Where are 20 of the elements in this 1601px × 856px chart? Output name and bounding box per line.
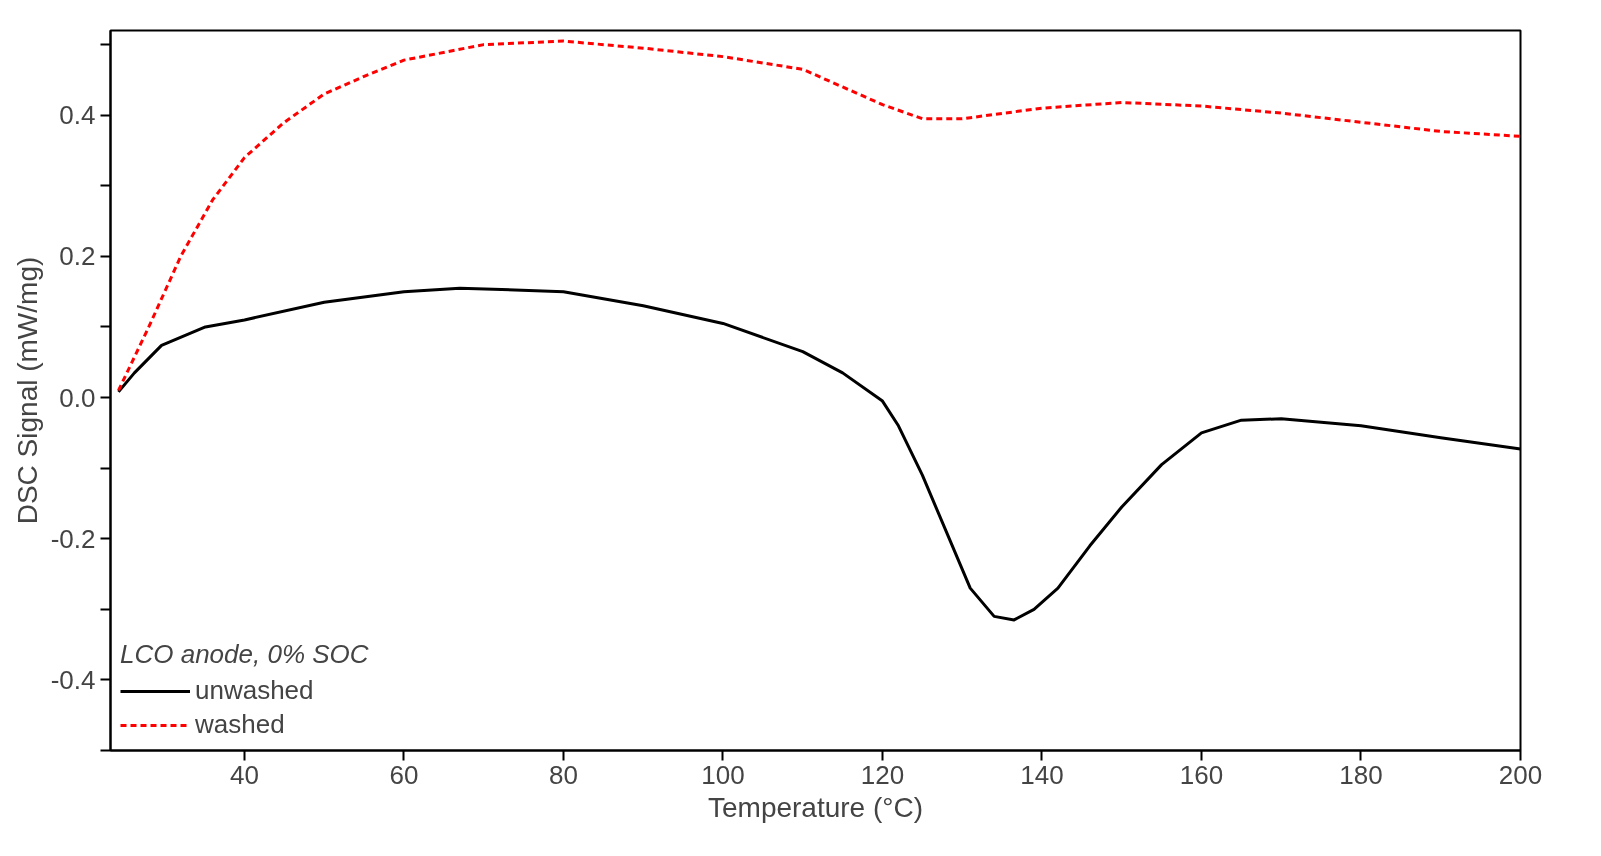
x-tick-label: 160 [1179, 759, 1224, 790]
legend-title: LCO anode, 0% SOC [120, 639, 369, 670]
x-tick-label: 100 [701, 759, 745, 790]
line-series [116, 39, 1521, 392]
x-axis-title: Temperature (°C) [707, 791, 924, 823]
y-tick-label: -0.2 [50, 523, 96, 554]
y-tick-label: 0.2 [59, 241, 96, 272]
y-axis-title: DSC Signal (mW/mg) [11, 256, 43, 525]
x-tick-label: 140 [1020, 759, 1064, 790]
y-tick-label: 0.4 [59, 100, 96, 131]
x-tick-label: 40 [230, 759, 259, 790]
y-tick-label: -0.4 [50, 664, 96, 695]
legend-label: unwashed [195, 675, 314, 706]
y-tick-label: 0.0 [59, 382, 96, 413]
legend-label: washed [195, 709, 285, 740]
x-tick-label: 180 [1339, 759, 1383, 790]
x-tick-label: 200 [1498, 759, 1543, 790]
x-tick-label: 60 [389, 759, 419, 790]
x-tick-label: 80 [549, 759, 578, 790]
x-tick-label: 120 [860, 759, 905, 790]
